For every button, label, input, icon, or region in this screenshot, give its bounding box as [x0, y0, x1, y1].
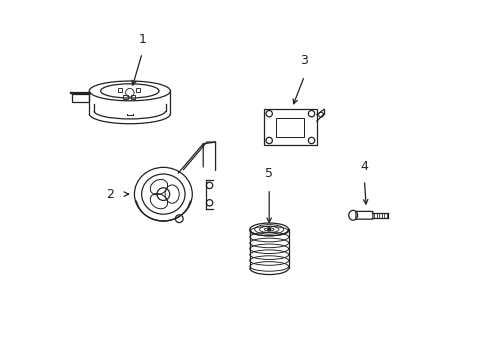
Text: 1: 1: [138, 33, 146, 46]
Bar: [123, 95, 127, 99]
Text: 2: 2: [106, 188, 114, 201]
Text: 4: 4: [360, 160, 367, 173]
Bar: [118, 88, 122, 92]
Bar: [264, 109, 316, 145]
Text: 3: 3: [300, 54, 308, 67]
Bar: [130, 95, 135, 99]
Text: 5: 5: [264, 167, 273, 180]
Circle shape: [267, 228, 270, 231]
Bar: [136, 88, 140, 92]
Bar: [276, 118, 304, 136]
